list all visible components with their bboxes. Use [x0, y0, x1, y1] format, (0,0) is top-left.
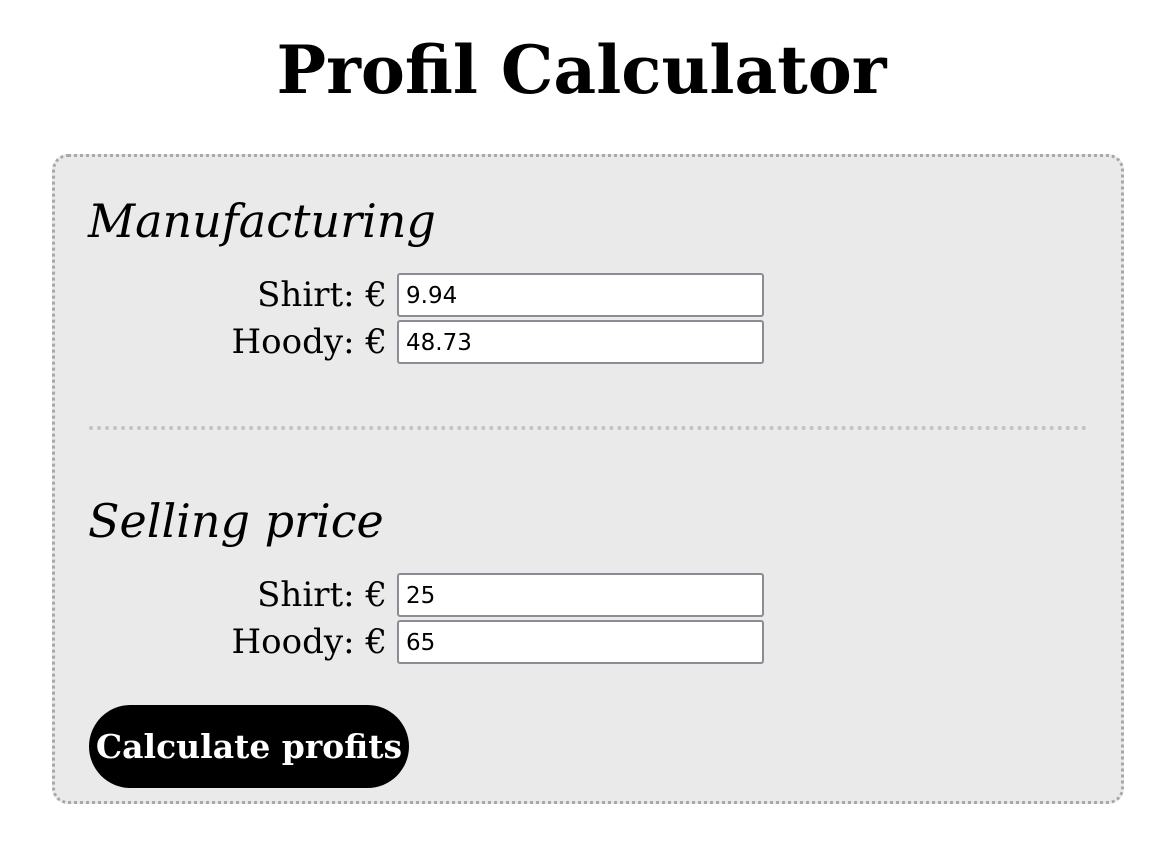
- manufacturing-shirt-input[interactable]: [397, 273, 764, 317]
- selling-hoody-input[interactable]: [397, 620, 764, 664]
- manufacturing-hoody-row: Hoody: €: [55, 320, 775, 364]
- manufacturing-shirt-label: Shirt: €: [257, 275, 387, 315]
- manufacturing-hoody-input[interactable]: [397, 320, 764, 364]
- calculator-panel: Manufacturing Shirt: € Hoody: € Selling …: [52, 154, 1124, 804]
- selling-hoody-row: Hoody: €: [55, 620, 775, 664]
- manufacturing-heading: Manufacturing: [88, 194, 436, 248]
- manufacturing-shirt-row: Shirt: €: [55, 273, 775, 317]
- selling-shirt-input[interactable]: [397, 573, 764, 617]
- selling-shirt-row: Shirt: €: [55, 573, 775, 617]
- manufacturing-hoody-label: Hoody: €: [231, 322, 387, 362]
- selling-hoody-label: Hoody: €: [231, 622, 387, 662]
- section-divider: [89, 426, 1087, 430]
- page-title: Profil Calculator: [276, 31, 887, 109]
- selling-price-heading: Selling price: [88, 494, 384, 548]
- calculate-profits-button[interactable]: Calculate profits: [89, 705, 409, 788]
- selling-shirt-label: Shirt: €: [257, 575, 387, 615]
